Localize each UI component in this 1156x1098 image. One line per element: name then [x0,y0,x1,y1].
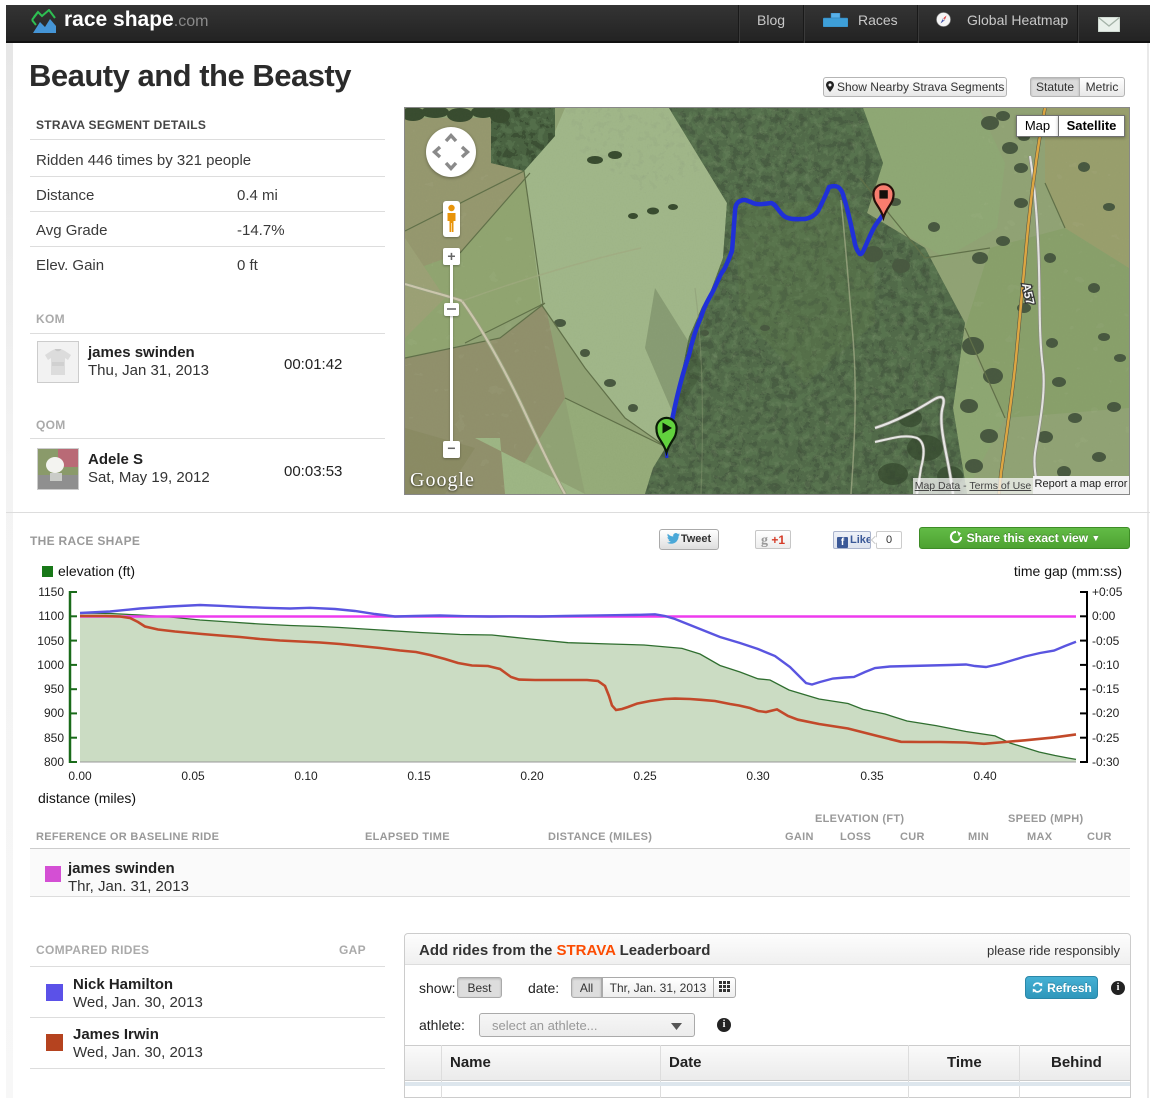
svg-text:1150: 1150 [38,585,64,599]
svg-text:1100: 1100 [38,609,64,623]
svg-text:-0:10: -0:10 [1092,658,1120,672]
svg-text:0:00: 0:00 [1092,609,1116,623]
svg-text:0.05: 0.05 [181,769,205,783]
svg-text:0.40: 0.40 [973,769,997,783]
svg-text:+0:05: +0:05 [1092,585,1123,599]
svg-text:-0:30: -0:30 [1092,755,1120,769]
svg-text:time gap (mm:ss): time gap (mm:ss) [1014,563,1122,579]
svg-text:0.15: 0.15 [407,769,431,783]
svg-text:0.30: 0.30 [746,769,770,783]
svg-text:1050: 1050 [37,634,64,648]
svg-text:0.20: 0.20 [520,769,544,783]
svg-text:-0:15: -0:15 [1092,682,1120,696]
svg-text:900: 900 [44,706,64,720]
svg-text:1000: 1000 [37,658,64,672]
svg-text:-0:05: -0:05 [1092,634,1120,648]
svg-text:0.35: 0.35 [860,769,884,783]
svg-text:0.00: 0.00 [68,769,92,783]
svg-text:-0:25: -0:25 [1092,731,1120,745]
svg-text:0.10: 0.10 [294,769,318,783]
svg-text:elevation (ft): elevation (ft) [58,563,135,579]
svg-text:850: 850 [44,731,64,745]
svg-text:distance (miles): distance (miles) [38,790,136,806]
svg-text:-0:20: -0:20 [1092,706,1120,720]
svg-text:950: 950 [44,682,64,696]
svg-text:800: 800 [44,755,64,769]
svg-text:0.25: 0.25 [633,769,657,783]
